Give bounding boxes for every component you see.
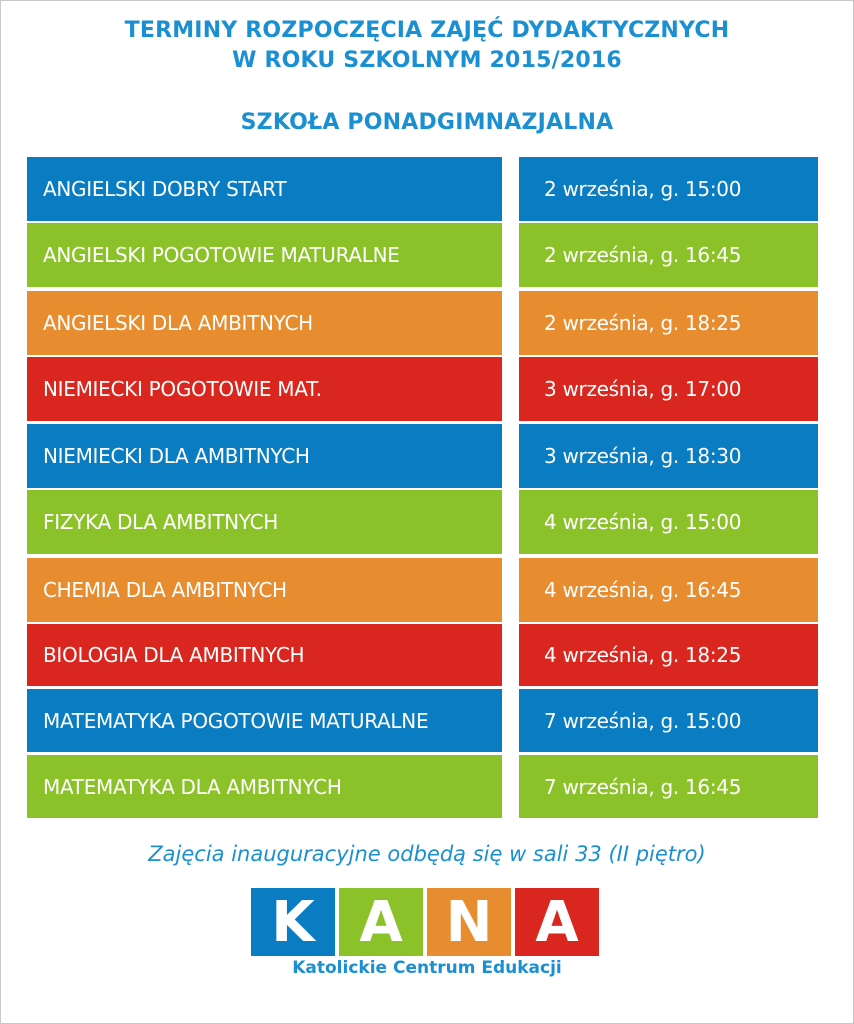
page-title-line2: W ROKU SZKOLNYM 2015/2016 bbox=[232, 48, 622, 73]
course-start: 7 września, g. 16:45 bbox=[519, 755, 818, 818]
course-name: ANGIELSKI POGOTOWIE MATURALNE bbox=[27, 223, 502, 287]
course-name: MATEMATYKA DLA AMBITNYCH bbox=[27, 755, 502, 818]
page-title-line1: TERMINY ROZPOCZĘCIA ZAJĘĆ DYDAKTYCZNYCH bbox=[124, 18, 730, 43]
table-row: ANGIELSKI DLA AMBITNYCH 2 września, g. 1… bbox=[0, 291, 854, 355]
course-name: NIEMIECKI DLA AMBITNYCH bbox=[27, 424, 502, 488]
course-start: 2 września, g. 15:00 bbox=[519, 157, 818, 221]
table-row: BIOLOGIA DLA AMBITNYCH 4 września, g. 18… bbox=[0, 624, 854, 686]
course-start: 2 września, g. 18:25 bbox=[519, 291, 818, 355]
table-row: MATEMATYKA DLA AMBITNYCH 7 września, g. … bbox=[0, 755, 854, 818]
course-start: 4 września, g. 18:25 bbox=[519, 624, 818, 686]
table-row: ANGIELSKI POGOTOWIE MATURALNE 2 września… bbox=[0, 223, 854, 287]
table-row: ANGIELSKI DOBRY START 2 września, g. 15:… bbox=[0, 157, 854, 221]
logo-subtitle: Katolickie Centrum Edukacji bbox=[292, 958, 562, 978]
location-note: Zajęcia inauguracyjne odbędą się w sali … bbox=[148, 842, 706, 866]
course-start: 2 września, g. 16:45 bbox=[519, 223, 818, 287]
logo-tile-n: N bbox=[427, 888, 511, 956]
course-name: ANGIELSKI DOBRY START bbox=[27, 157, 502, 221]
course-name: ANGIELSKI DLA AMBITNYCH bbox=[27, 291, 502, 355]
logo-tile-k: K bbox=[251, 888, 335, 956]
course-start: 3 września, g. 18:30 bbox=[519, 424, 818, 488]
table-row: NIEMIECKI DLA AMBITNYCH 3 września, g. 1… bbox=[0, 424, 854, 488]
table-row: CHEMIA DLA AMBITNYCH 4 września, g. 16:4… bbox=[0, 558, 854, 622]
course-name: NIEMIECKI POGOTOWIE MAT. bbox=[27, 357, 502, 421]
table-row: MATEMATYKA POGOTOWIE MATURALNE 7 wrześni… bbox=[0, 689, 854, 752]
course-name: FIZYKA DLA AMBITNYCH bbox=[27, 490, 502, 554]
table-row: NIEMIECKI POGOTOWIE MAT. 3 września, g. … bbox=[0, 357, 854, 421]
logo-tile-a2: A bbox=[515, 888, 599, 956]
course-start: 3 września, g. 17:00 bbox=[519, 357, 818, 421]
course-start: 7 września, g. 15:00 bbox=[519, 689, 818, 752]
course-start: 4 września, g. 15:00 bbox=[519, 490, 818, 554]
course-name: MATEMATYKA POGOTOWIE MATURALNE bbox=[27, 689, 502, 752]
course-name: CHEMIA DLA AMBITNYCH bbox=[27, 558, 502, 622]
course-start: 4 września, g. 16:45 bbox=[519, 558, 818, 622]
section-title: SZKOŁA PONADGIMNAZJALNA bbox=[240, 110, 614, 135]
course-name: BIOLOGIA DLA AMBITNYCH bbox=[27, 624, 502, 686]
logo-tile-a: A bbox=[339, 888, 423, 956]
table-row: FIZYKA DLA AMBITNYCH 4 września, g. 15:0… bbox=[0, 490, 854, 554]
